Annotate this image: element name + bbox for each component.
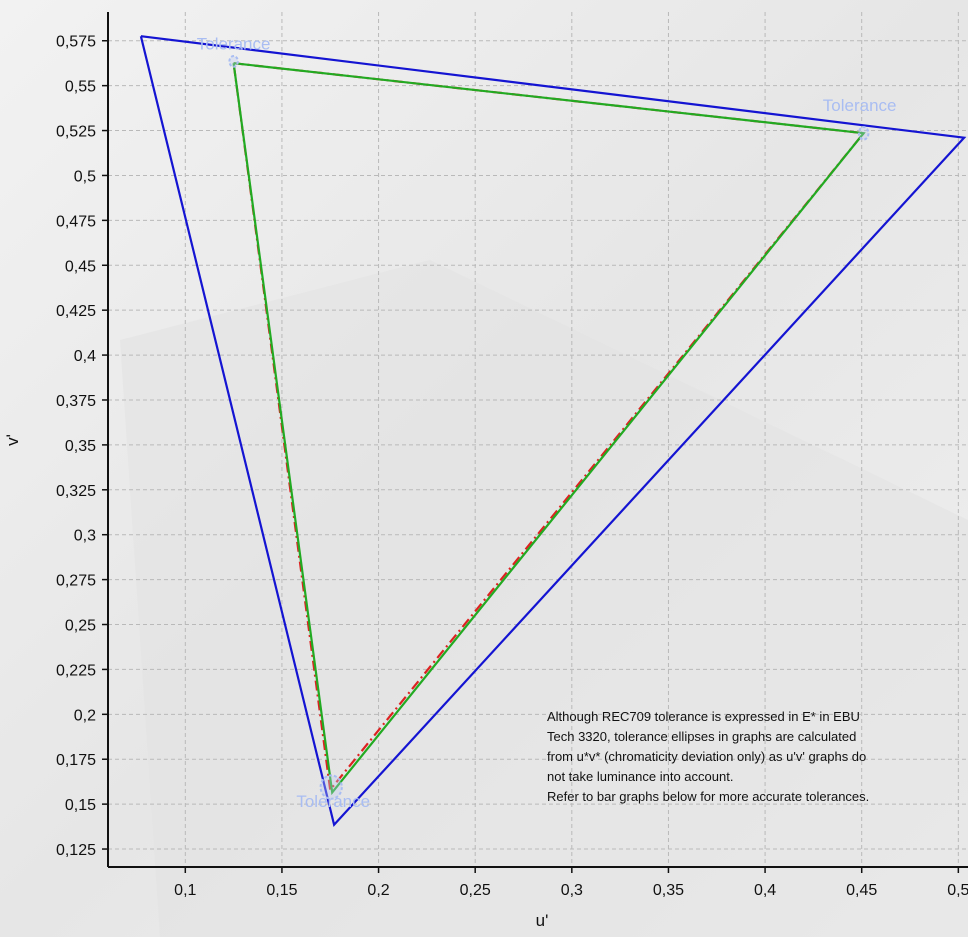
tolerance-label: Tolerance <box>197 34 271 53</box>
y-tick-label: 0,45 <box>65 258 96 275</box>
y-tick-label: 0,2 <box>74 707 96 724</box>
y-tick-label: 0,375 <box>56 393 96 410</box>
y-tick-label: 0,325 <box>56 483 96 500</box>
x-tick-label: 0,25 <box>460 882 491 899</box>
x-tick-label: 0,3 <box>561 882 583 899</box>
tolerance-ellipses: Tolerance Tolerance Tolerance <box>197 34 897 811</box>
x-tick-label: 0,5 <box>947 882 968 899</box>
y-tick-label: 0,3 <box>74 528 96 545</box>
y-tick-label: 0,425 <box>56 303 96 320</box>
x-tick-labels: 0,1 0,15 0,2 0,25 0,3 0,35 0,4 0,45 0,5 <box>174 882 968 899</box>
tolerance-ellipse <box>228 55 239 68</box>
tolerance-ellipse <box>319 774 343 800</box>
annotation-line-5: Refer to bar graphs below for more accur… <box>547 789 869 804</box>
background-shape <box>120 260 968 937</box>
axes <box>102 12 968 873</box>
x-tick-label: 0,45 <box>846 882 877 899</box>
y-tick-labels: 0,125 0,15 0,175 0,2 0,225 0,25 0,275 0,3 0,325 0… <box>56 34 96 859</box>
y-tick-label: 0,275 <box>56 573 96 590</box>
y-tick-label: 0,5 <box>74 168 96 185</box>
x-tick-label: 0,35 <box>653 882 684 899</box>
y-tick-label: 0,55 <box>65 79 96 96</box>
x-tick-label: 0,15 <box>266 882 297 899</box>
series-line-2 <box>232 62 866 796</box>
x-tick-label: 0,1 <box>174 882 196 899</box>
annotation-line-1: Although REC709 tolerance is expressed i… <box>547 709 860 724</box>
y-tick-label: 0,525 <box>56 124 96 141</box>
x-tick-label: 0,4 <box>754 882 776 899</box>
tolerance-ellipse <box>857 125 870 141</box>
y-tick-label: 0,575 <box>56 34 96 51</box>
y-tick-label: 0,4 <box>74 348 96 365</box>
y-tick-label: 0,35 <box>65 438 96 455</box>
annotation-note: Although REC709 tolerance is expressed i… <box>547 709 869 804</box>
y-tick-label: 0,125 <box>56 842 96 859</box>
y-tick-label: 0,175 <box>56 752 96 769</box>
y-tick-label: 0,15 <box>65 797 96 814</box>
annotation-line-2: Tech 3320, tolerance ellipses in graphs … <box>547 729 856 744</box>
y-axis-title: v' <box>3 434 22 446</box>
y-tick-label: 0,225 <box>56 662 96 679</box>
grid-lines <box>108 12 968 867</box>
series-line-0 <box>139 35 967 828</box>
x-axis-title: u' <box>536 911 549 930</box>
tolerance-label: Tolerance <box>296 792 370 811</box>
annotation-line-4: not take luminance into account. <box>547 769 733 784</box>
y-tick-label: 0,25 <box>65 618 96 635</box>
x-tick-label: 0,2 <box>367 882 389 899</box>
tolerance-label: Tolerance <box>823 96 897 115</box>
data-series <box>139 35 967 828</box>
annotation-line-3: from u*v* (chromaticity deviation only) … <box>547 749 866 764</box>
y-tick-label: 0,475 <box>56 213 96 230</box>
